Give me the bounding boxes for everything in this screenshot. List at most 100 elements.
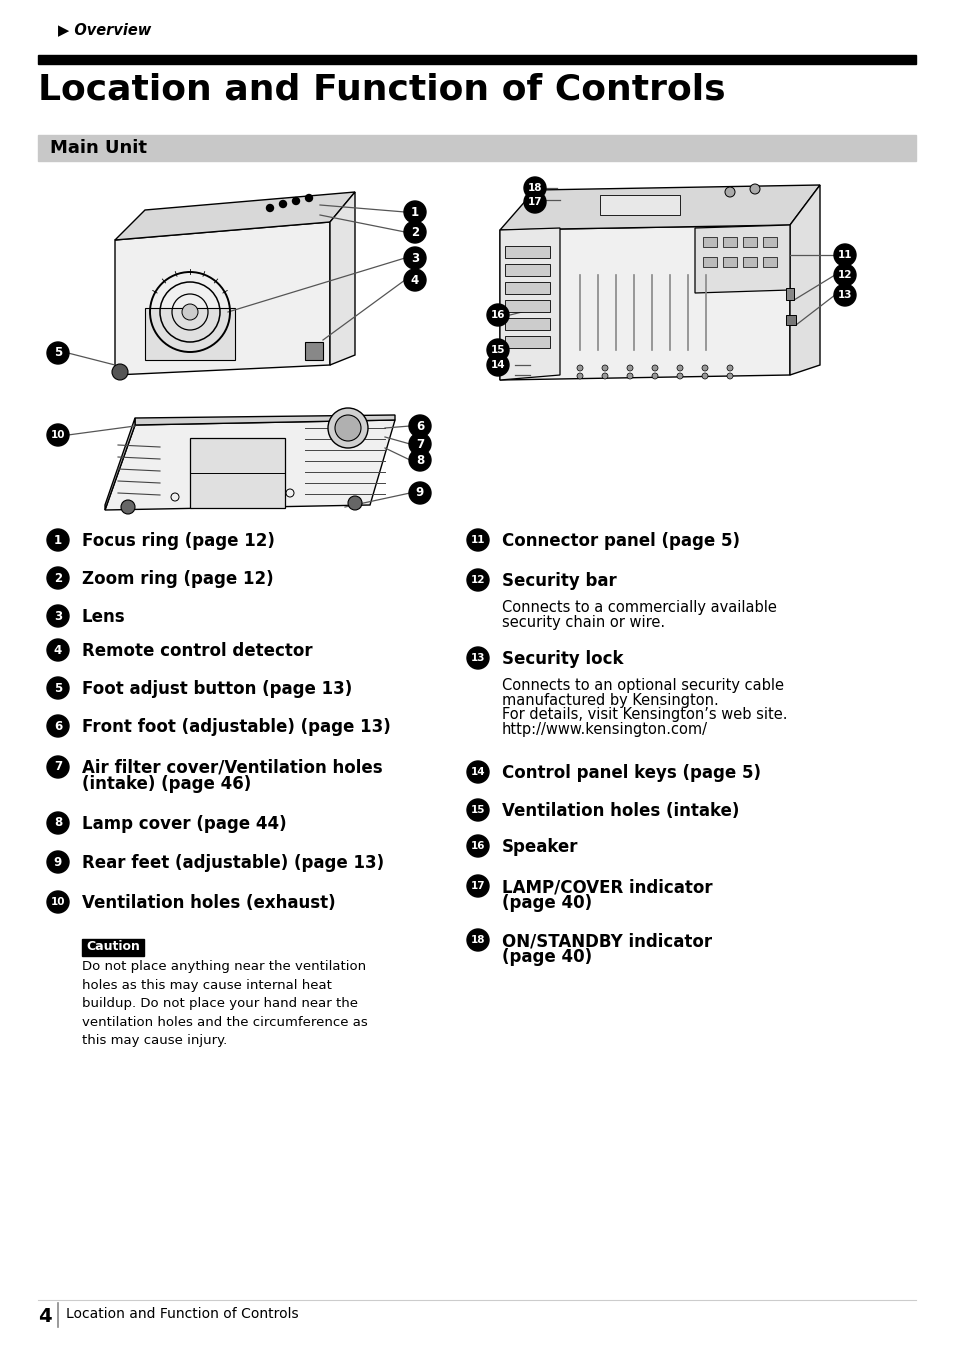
Circle shape xyxy=(601,373,607,379)
Circle shape xyxy=(701,373,707,379)
Text: 6: 6 xyxy=(416,419,424,433)
Text: 5: 5 xyxy=(53,681,62,695)
Circle shape xyxy=(626,365,633,370)
Text: 1: 1 xyxy=(54,534,62,546)
Polygon shape xyxy=(330,192,355,365)
Circle shape xyxy=(467,648,489,669)
Text: 9: 9 xyxy=(53,856,62,868)
Circle shape xyxy=(701,365,707,370)
Circle shape xyxy=(409,433,431,456)
Bar xyxy=(504,300,550,312)
Circle shape xyxy=(409,415,431,437)
Circle shape xyxy=(409,449,431,470)
Circle shape xyxy=(335,415,360,441)
Circle shape xyxy=(47,677,69,699)
Circle shape xyxy=(467,799,489,821)
Bar xyxy=(762,237,776,247)
Circle shape xyxy=(47,715,69,737)
Text: (page 40): (page 40) xyxy=(501,948,592,967)
Circle shape xyxy=(112,364,128,380)
Circle shape xyxy=(266,204,274,211)
Text: 17: 17 xyxy=(470,882,485,891)
Polygon shape xyxy=(499,224,789,380)
Circle shape xyxy=(726,365,732,370)
Circle shape xyxy=(523,177,545,199)
Text: Ventilation holes (intake): Ventilation holes (intake) xyxy=(501,802,739,821)
Circle shape xyxy=(467,836,489,857)
Text: (intake) (page 46): (intake) (page 46) xyxy=(82,775,251,794)
Text: Rear feet (adjustable) (page 13): Rear feet (adjustable) (page 13) xyxy=(82,854,384,872)
Circle shape xyxy=(651,365,658,370)
Text: Connects to a commercially available: Connects to a commercially available xyxy=(501,600,776,615)
Circle shape xyxy=(47,566,69,589)
Text: 7: 7 xyxy=(54,760,62,773)
Text: http://www.kensington.com/: http://www.kensington.com/ xyxy=(501,722,707,737)
Circle shape xyxy=(348,496,361,510)
Circle shape xyxy=(486,339,509,361)
Circle shape xyxy=(749,184,760,193)
Text: Speaker: Speaker xyxy=(501,838,578,856)
Circle shape xyxy=(47,813,69,834)
Text: 2: 2 xyxy=(54,572,62,584)
Circle shape xyxy=(47,639,69,661)
Circle shape xyxy=(833,264,855,287)
Polygon shape xyxy=(105,418,135,510)
Text: (page 40): (page 40) xyxy=(501,894,592,913)
Bar xyxy=(785,288,793,300)
Circle shape xyxy=(724,187,734,197)
Text: 9: 9 xyxy=(416,487,424,499)
Circle shape xyxy=(305,195,313,201)
Bar xyxy=(82,940,144,956)
Bar xyxy=(38,55,915,64)
Circle shape xyxy=(403,269,426,291)
Text: Ventilation holes (exhaust): Ventilation holes (exhaust) xyxy=(82,894,335,913)
Circle shape xyxy=(486,354,509,376)
Text: Connects to an optional security cable: Connects to an optional security cable xyxy=(501,677,783,694)
Circle shape xyxy=(677,373,682,379)
Circle shape xyxy=(467,569,489,591)
Text: 14: 14 xyxy=(470,767,485,777)
Text: 12: 12 xyxy=(837,270,851,280)
Circle shape xyxy=(403,201,426,223)
Text: Foot adjust button (page 13): Foot adjust button (page 13) xyxy=(82,680,352,698)
Bar xyxy=(504,283,550,293)
Text: 16: 16 xyxy=(470,841,485,850)
Circle shape xyxy=(121,500,135,514)
Text: 4: 4 xyxy=(53,644,62,657)
Circle shape xyxy=(47,342,69,364)
Circle shape xyxy=(47,891,69,913)
Circle shape xyxy=(279,200,286,207)
Text: Control panel keys (page 5): Control panel keys (page 5) xyxy=(501,764,760,781)
Text: LAMP/COVER indicator: LAMP/COVER indicator xyxy=(501,877,712,896)
Bar xyxy=(742,237,757,247)
Text: 16: 16 xyxy=(490,310,505,320)
Circle shape xyxy=(47,604,69,627)
Text: 15: 15 xyxy=(490,345,505,356)
Circle shape xyxy=(182,304,198,320)
Text: security chain or wire.: security chain or wire. xyxy=(501,615,664,630)
Circle shape xyxy=(486,304,509,326)
Circle shape xyxy=(403,220,426,243)
Text: 8: 8 xyxy=(53,817,62,830)
Text: 5: 5 xyxy=(53,346,62,360)
Text: Main Unit: Main Unit xyxy=(50,139,147,157)
Polygon shape xyxy=(135,415,395,425)
Text: 11: 11 xyxy=(470,535,485,545)
Bar xyxy=(722,237,737,247)
Text: 13: 13 xyxy=(837,289,851,300)
Circle shape xyxy=(651,373,658,379)
Text: 11: 11 xyxy=(837,250,851,260)
Text: 10: 10 xyxy=(51,430,65,439)
Circle shape xyxy=(726,373,732,379)
Circle shape xyxy=(47,529,69,552)
Circle shape xyxy=(47,756,69,777)
Text: 8: 8 xyxy=(416,453,424,466)
Text: Air filter cover/Ventilation holes: Air filter cover/Ventilation holes xyxy=(82,758,382,777)
Text: 17: 17 xyxy=(527,197,541,207)
Text: 6: 6 xyxy=(53,719,62,733)
Circle shape xyxy=(467,761,489,783)
Text: Security lock: Security lock xyxy=(501,650,623,668)
Bar xyxy=(190,438,285,508)
Circle shape xyxy=(467,529,489,552)
Text: 12: 12 xyxy=(470,575,485,585)
